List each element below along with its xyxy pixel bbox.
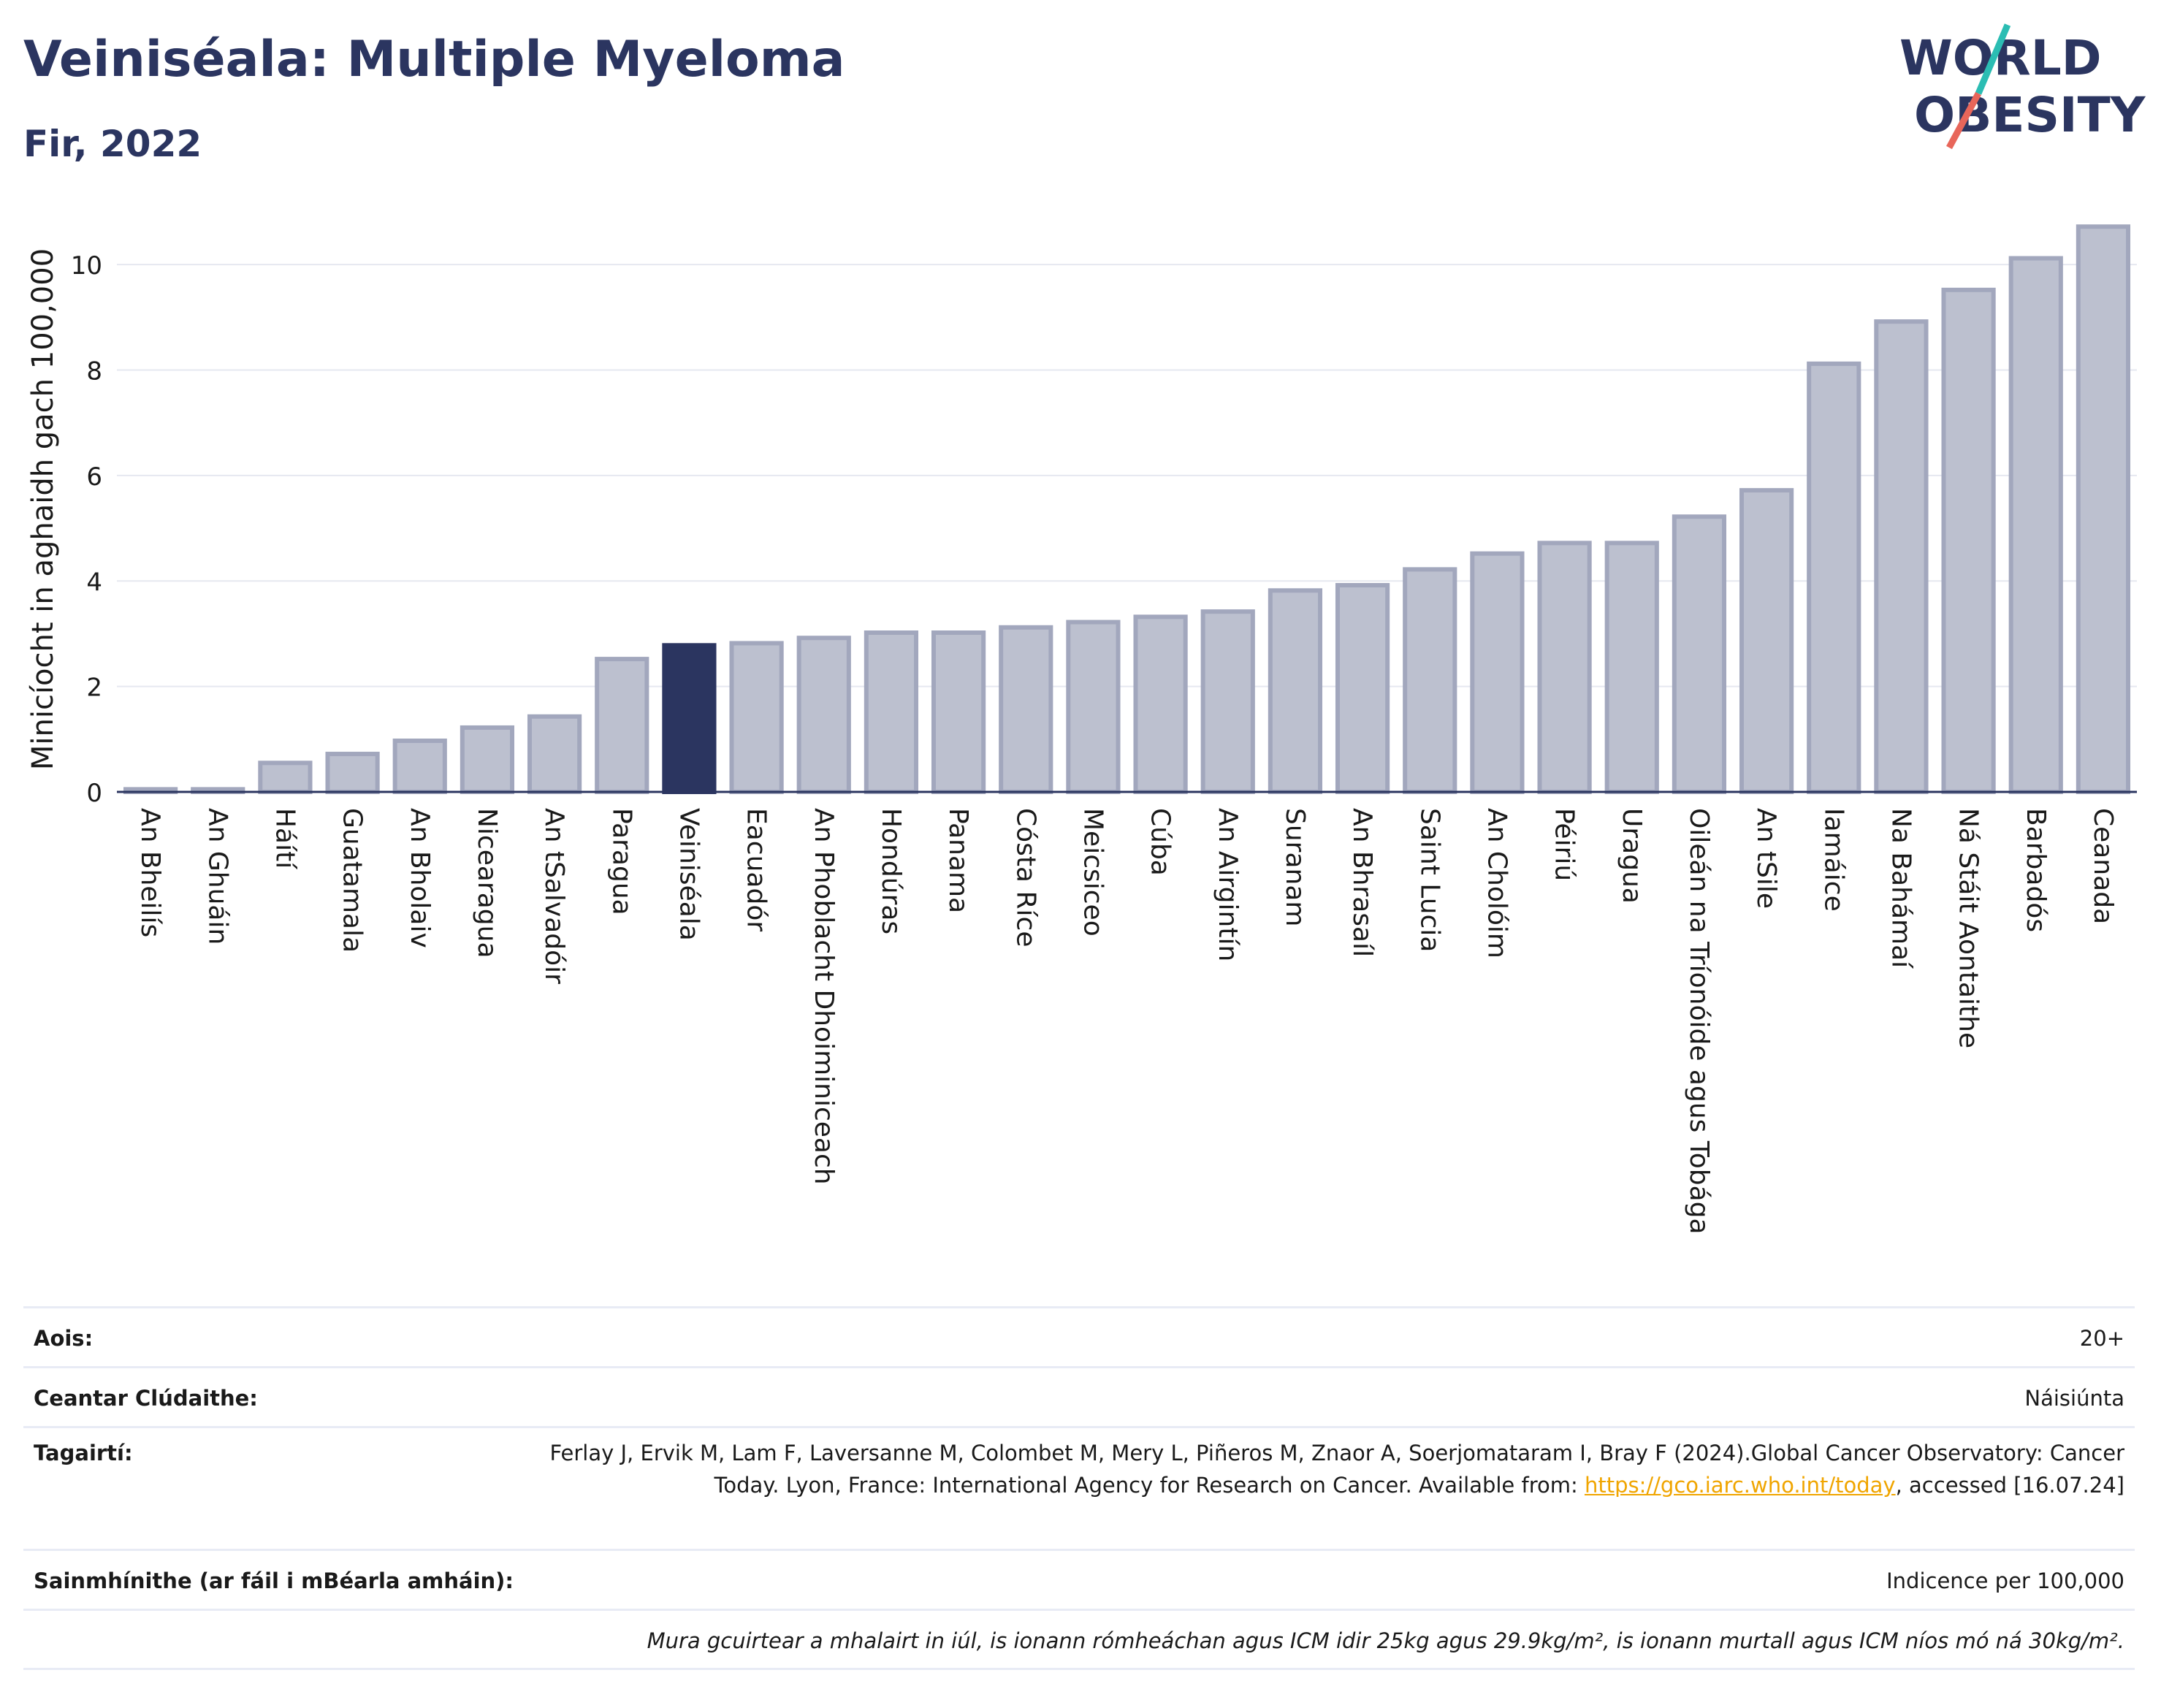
references-link[interactable]: https://gco.iarc.who.int/today [1584, 1473, 1896, 1498]
x-tick-label: Paragua [606, 808, 636, 915]
bar[interactable] [662, 643, 717, 794]
logo-slash-red [1946, 91, 1981, 150]
x-tick-label: An tSalvadóir [539, 808, 569, 984]
bar[interactable] [595, 657, 649, 794]
y-tick-label: 0 [86, 779, 102, 808]
bar[interactable] [1739, 488, 1794, 794]
bar[interactable] [1874, 319, 1929, 794]
y-tick-label: 2 [86, 674, 102, 703]
chart-title: Veiniséala: Multiple Myeloma [23, 31, 845, 88]
x-tick-label: Oileán na Tríonóide agus Tobága [1684, 808, 1714, 1235]
bar[interactable] [1268, 588, 1323, 794]
bar[interactable] [1133, 614, 1188, 795]
x-tick-label: Guatamala [338, 808, 367, 953]
x-tick-label: Cúba [1146, 808, 1175, 876]
bar[interactable] [1200, 609, 1255, 794]
bar[interactable] [1807, 361, 1861, 795]
x-tick-label: Panama [943, 808, 973, 913]
world-obesity-logo: WORLD OBESITY [1899, 23, 2146, 150]
bar[interactable] [864, 630, 919, 795]
bar[interactable] [1403, 567, 1457, 794]
chart-subtitle: Fir, 2022 [23, 123, 202, 165]
bar[interactable] [1672, 514, 1727, 795]
x-tick-label: Péiriú [1550, 808, 1579, 881]
y-tick-label: 4 [86, 568, 102, 597]
bar[interactable] [2008, 256, 2063, 794]
bars [123, 224, 2131, 795]
bar[interactable] [325, 752, 380, 794]
references-text: Ferlay J, Ervik M, Lam F, Laversanne M, … [549, 1441, 2124, 1498]
area-value: Náisiúnta [2024, 1386, 2124, 1411]
x-tick-label: An Bholaiv [405, 808, 435, 948]
bar[interactable] [796, 636, 851, 794]
y-tick-label: 10 [71, 251, 102, 281]
bar[interactable] [729, 641, 784, 794]
references-value: Ferlay J, Ervik M, Lam F, Laversanne M, … [517, 1437, 2124, 1501]
definitions-value: Indicence per 100,000 [1886, 1568, 2124, 1593]
bar[interactable] [999, 625, 1053, 794]
x-tick-label: An Bhrasaíl [1347, 808, 1377, 957]
x-tick-label: Na Bahámaí [1886, 808, 1916, 969]
bar[interactable] [1604, 541, 1659, 794]
logo-slash-teal [1975, 23, 2011, 95]
x-tick-label: Háítí [270, 808, 300, 869]
references-label: Tagairtí: [34, 1441, 133, 1465]
x-tick-label: An Phoblacht Dhoiminiceach [809, 808, 839, 1185]
x-tick-label: Saint Lucia [1414, 808, 1444, 952]
y-tick-label: 8 [86, 357, 102, 386]
x-tick-label: Eacuadór [742, 808, 771, 931]
age-label: Aois: [34, 1326, 94, 1351]
x-tick-label: An Bheilís [135, 808, 165, 937]
area-label: Ceantar Clúdaithe: [34, 1386, 258, 1411]
x-tick-label: Ná Stáit Aontaithe [1954, 808, 1983, 1048]
x-tick-label: An Ghuáin [202, 808, 232, 945]
gridlines [117, 264, 2137, 687]
bar[interactable] [931, 630, 986, 795]
references-accessed: , accessed [16.07.24] [1895, 1473, 2124, 1498]
bar[interactable] [1066, 619, 1121, 794]
x-tick-label: An tSile [1751, 808, 1781, 909]
bar[interactable] [527, 714, 582, 795]
y-tick-label: 6 [86, 462, 102, 492]
x-tick-label: Iamáice [1818, 808, 1848, 912]
x-tick-label: Cósta Ríce [1010, 808, 1040, 948]
bar[interactable] [1335, 583, 1390, 795]
info-row-references: Tagairtí: Ferlay J, Ervik M, Lam F, Lave… [23, 1426, 2135, 1549]
x-axis-labels: An Bheilís An Ghuáin Háítí Guatamala An Bhol… [135, 808, 2118, 1235]
bar[interactable] [258, 760, 313, 795]
bar[interactable] [1470, 551, 1525, 794]
info-row-note: Mura gcuirtear a mhalairt in iúl, is ion… [23, 1609, 2135, 1670]
x-tick-label: Ceanada [2088, 808, 2118, 924]
x-tick-label: Barbadós [2021, 808, 2051, 932]
x-tick-label: Suranam [1280, 808, 1310, 926]
bar[interactable] [2076, 224, 2131, 794]
x-tick-label: Uragua [1617, 808, 1647, 904]
bar[interactable] [392, 738, 447, 795]
bar-chart: 0 2 4 6 8 10 An Bheilís An Ghuáin Háítí Guatamal… [26, 224, 2137, 1235]
y-axis-label: Minicíocht in aghaidh gach 100,000 [26, 248, 60, 770]
x-tick-label: An Cholóim [1482, 808, 1512, 958]
x-tick-label: An Airgintín [1213, 808, 1243, 961]
info-row-definitions: Sainmhínithe (ar fáil i mBéarla amháin):… [23, 1549, 2135, 1609]
info-row-area: Ceantar Clúdaithe: Náisiúnta [23, 1366, 2135, 1426]
bar[interactable] [460, 725, 515, 794]
x-tick-label: Veiniséala [674, 808, 704, 941]
x-tick-label: Nicearagua [472, 808, 502, 958]
age-value: 20+ [2079, 1326, 2124, 1351]
y-axis-ticks: 0 2 4 6 8 10 [71, 251, 102, 808]
info-table: Aois: 20+ Ceantar Clúdaithe: Náisiúnta T… [23, 1306, 2135, 1670]
x-tick-label: Meicsiceo [1078, 808, 1108, 937]
logo-line2: OBESITY [1914, 87, 2146, 143]
info-row-age: Aois: 20+ [23, 1306, 2135, 1366]
x-tick-label: Hondúras [876, 808, 906, 934]
footnote: Mura gcuirtear a mhalairt in iúl, is ion… [647, 1628, 2124, 1653]
definitions-label: Sainmhínithe (ar fáil i mBéarla amháin): [34, 1568, 514, 1593]
bar[interactable] [1537, 541, 1592, 794]
bar[interactable] [1941, 287, 1996, 794]
